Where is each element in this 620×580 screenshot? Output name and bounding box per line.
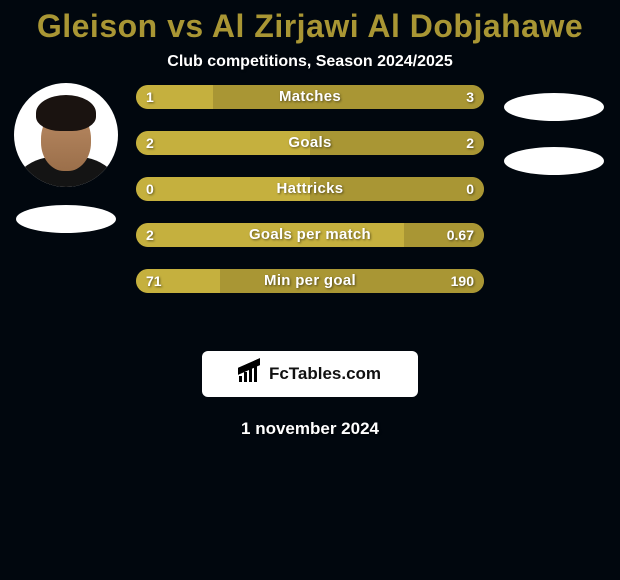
stat-bar: 71190Min per goal — [136, 269, 484, 293]
stat-bar: 20.67Goals per match — [136, 223, 484, 247]
stat-label: Min per goal — [136, 269, 484, 293]
player-right-name-plate-1 — [504, 93, 604, 121]
stat-label: Hattricks — [136, 177, 484, 201]
brand-chart-icon — [239, 366, 261, 382]
stat-bar: 22Goals — [136, 131, 484, 155]
player-right-name-plate-2 — [504, 147, 604, 175]
player-left-column — [8, 83, 124, 233]
page-subtitle: Club competitions, Season 2024/2025 — [0, 53, 620, 71]
stat-label: Matches — [136, 85, 484, 109]
snapshot-date: 1 november 2024 — [0, 419, 620, 439]
player-left-avatar — [14, 83, 118, 187]
page-title: Gleison vs Al Zirjawi Al Dobjahawe — [0, 0, 620, 45]
stat-bar: 13Matches — [136, 85, 484, 109]
stat-label: Goals — [136, 131, 484, 155]
stat-label: Goals per match — [136, 223, 484, 247]
stat-bar: 00Hattricks — [136, 177, 484, 201]
player-right-column — [496, 83, 612, 269]
stat-bars: 13Matches 22Goals 00Hattricks 20.67Goals pe… — [136, 85, 484, 315]
player-left-name-plate — [16, 205, 116, 233]
brand-text: FcTables.com — [269, 364, 381, 384]
content-area: 13Matches 22Goals 00Hattricks 20.67Goals pe… — [0, 83, 620, 343]
brand-badge: FcTables.com — [202, 351, 418, 397]
